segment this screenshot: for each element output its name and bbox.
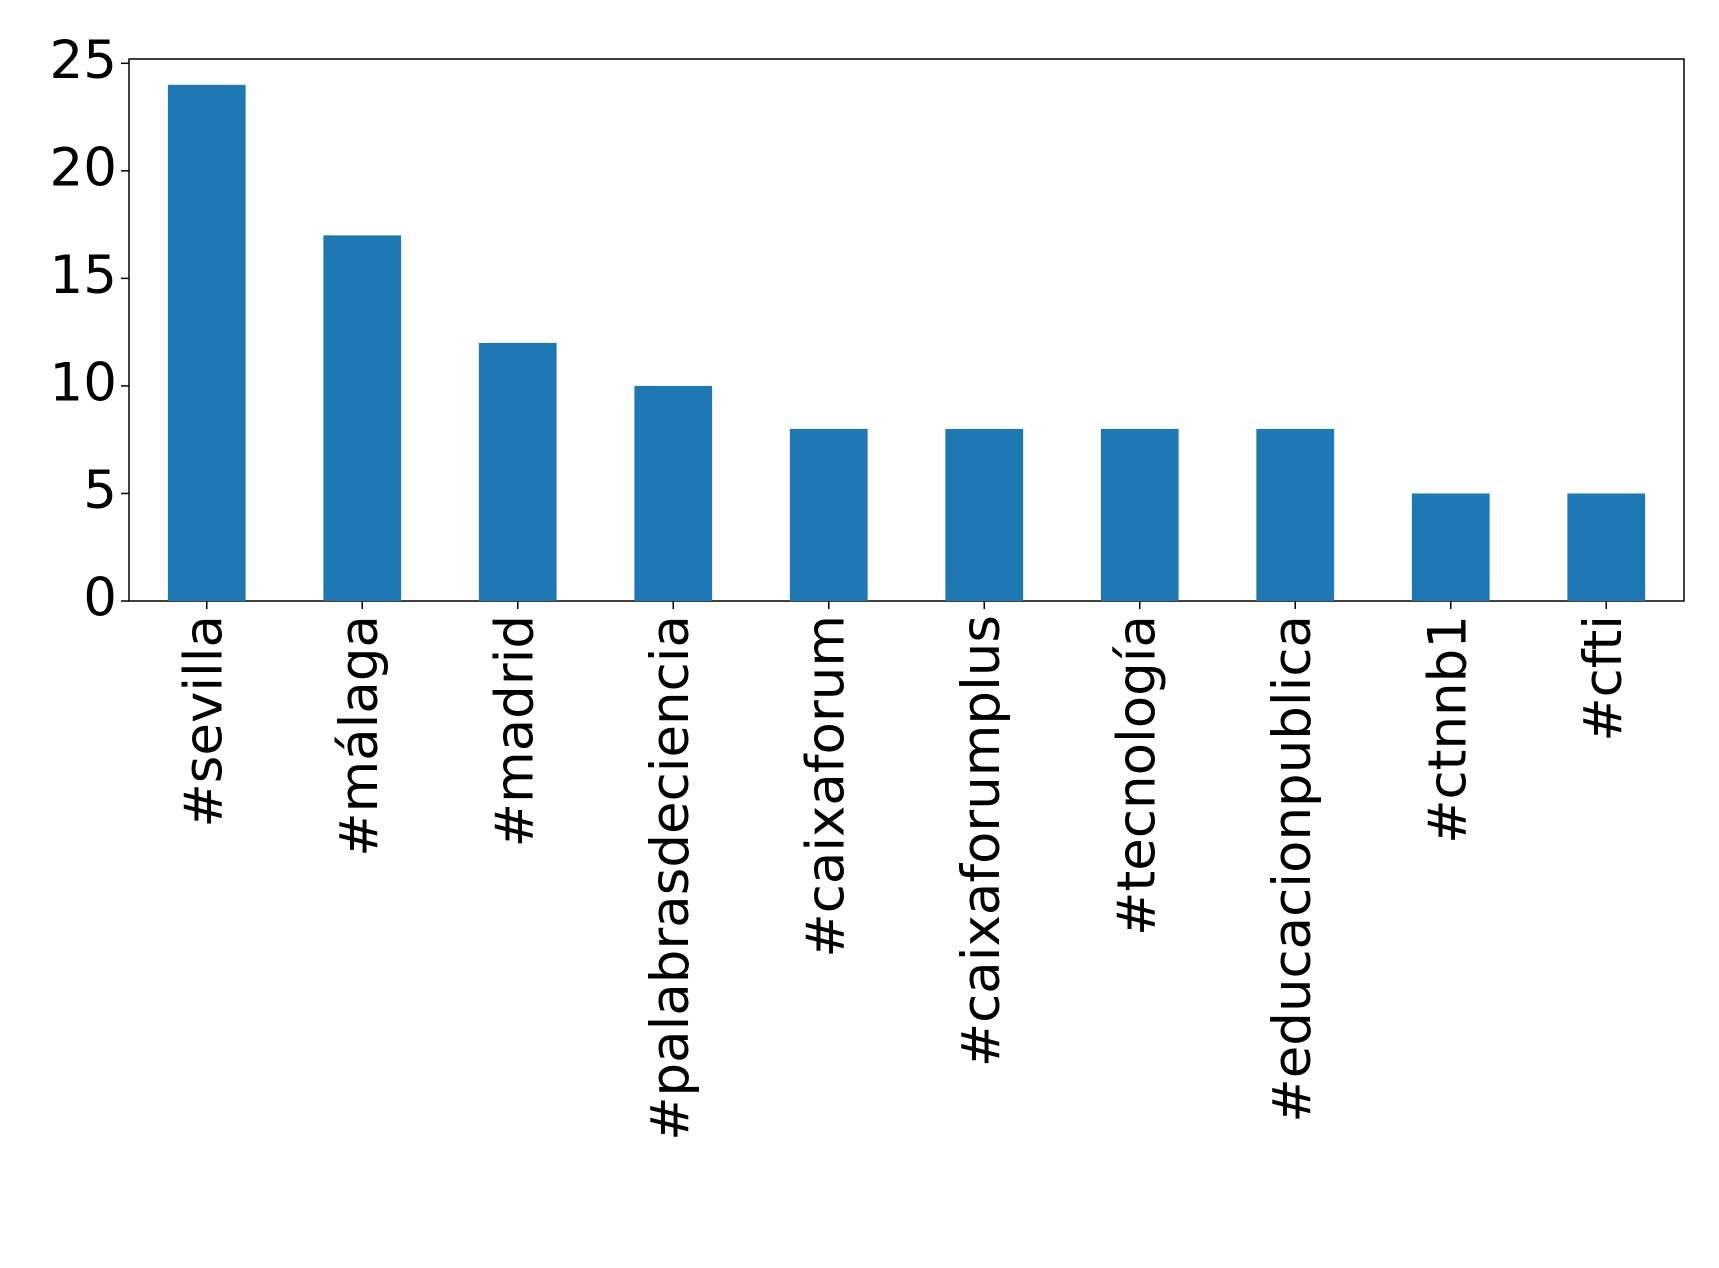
x-tick-label: #caixaforum [795, 615, 856, 958]
bar [1100, 428, 1179, 601]
bar [1567, 493, 1646, 601]
x-tick-label: #ctnnb1 [1417, 615, 1478, 844]
bar [323, 235, 402, 601]
bar [1256, 428, 1335, 601]
y-tick-label: 5 [83, 460, 117, 521]
x-tick-label: #tecnología [1106, 615, 1167, 936]
bar [789, 428, 868, 601]
y-tick-label: 10 [50, 353, 117, 414]
y-tick-label: 25 [50, 30, 117, 91]
y-tick-label: 0 [83, 568, 117, 629]
x-tick-label: #palabrasdeciencia [640, 615, 701, 1141]
x-tick-label: #cfti [1573, 615, 1634, 742]
y-tick-label: 20 [50, 137, 117, 198]
x-tick-label: #sevilla [173, 615, 234, 828]
bar [634, 385, 713, 601]
bar [1411, 493, 1490, 601]
x-tick-label: #caixaforumplus [951, 615, 1012, 1067]
y-tick-label: 15 [50, 245, 117, 306]
x-tick-label: #educacionpublica [1262, 615, 1323, 1123]
bar [478, 342, 557, 601]
bar [167, 84, 246, 602]
x-tick-label: #madrid [484, 615, 545, 847]
plot-frame [128, 58, 1685, 602]
bar [945, 428, 1024, 601]
x-tick-label: #málaga [329, 615, 390, 857]
